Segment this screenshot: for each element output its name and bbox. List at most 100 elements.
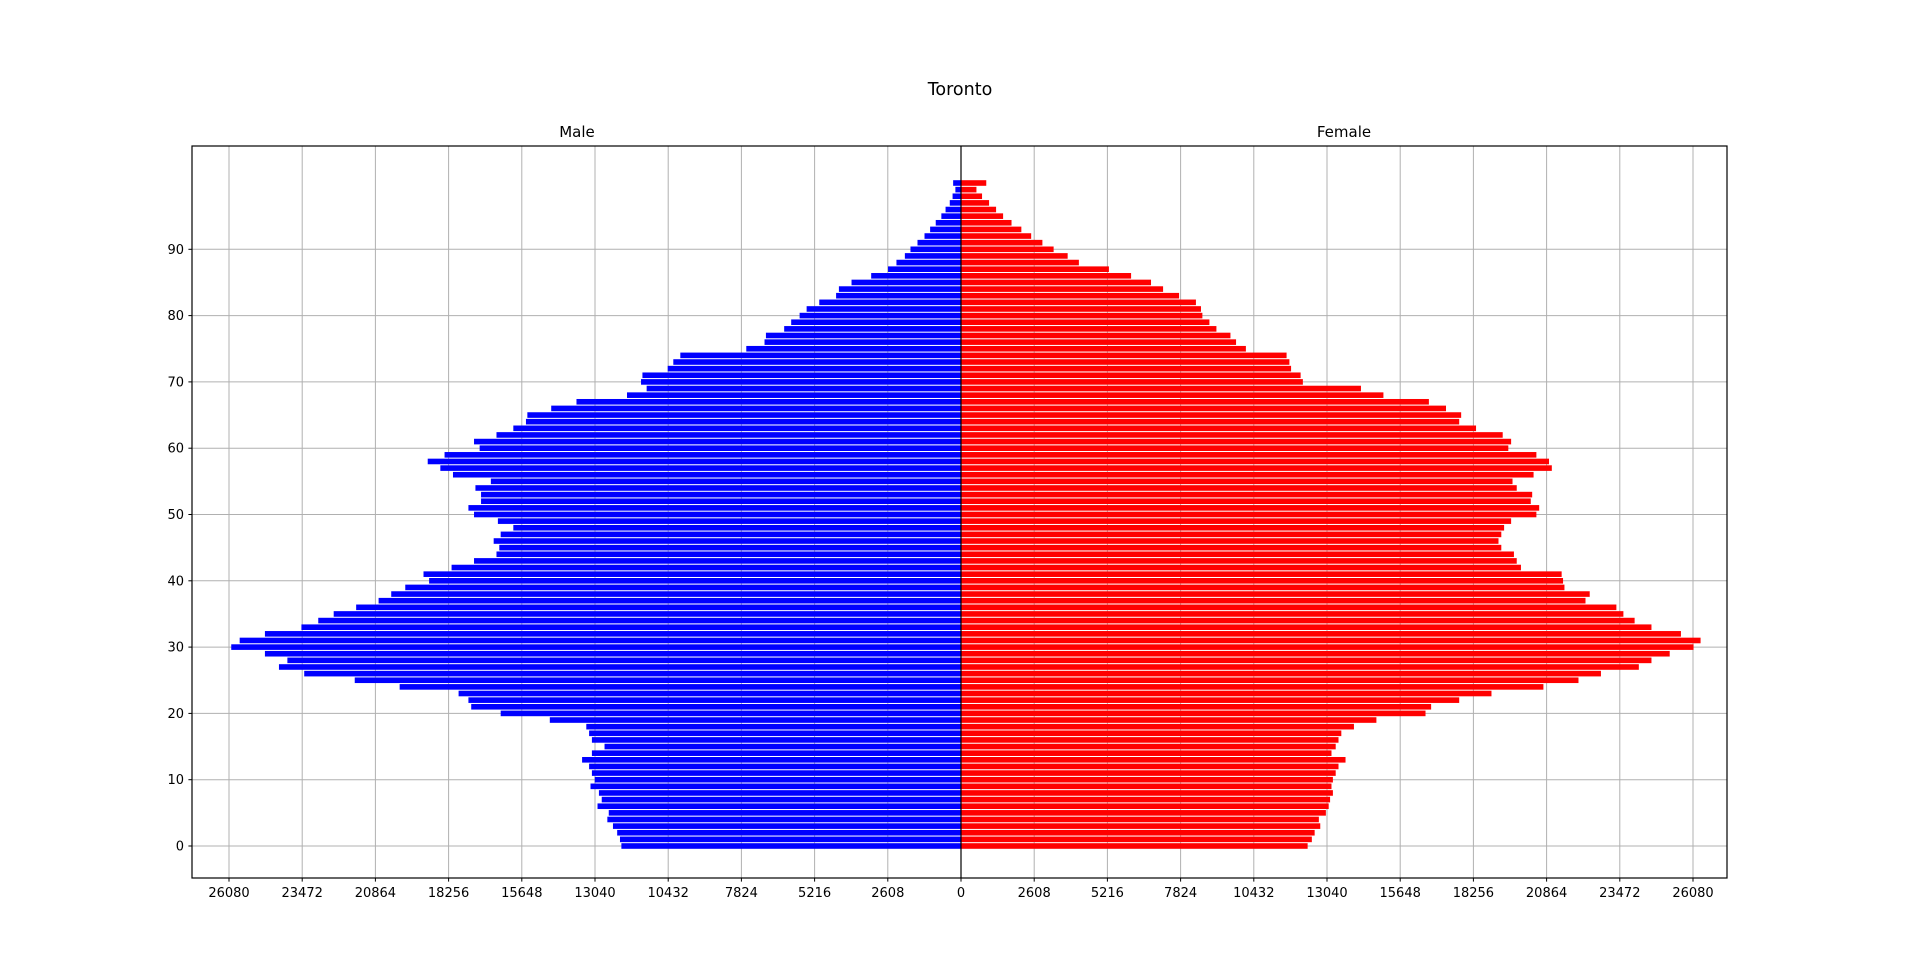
female-bar-age-39 — [961, 584, 1565, 591]
female-bar-age-18 — [961, 723, 1354, 730]
male-bar-age-74 — [680, 352, 961, 359]
male-bar-age-44 — [496, 551, 961, 558]
female-bar-age-58 — [961, 458, 1550, 465]
male-bar-age-23 — [458, 690, 961, 697]
female-bar-age-8 — [961, 790, 1333, 796]
male-bar-age-91 — [917, 239, 961, 246]
male-bar-age-76 — [764, 339, 961, 345]
female-bar-age-20 — [961, 710, 1426, 717]
female-bar-age-59 — [961, 452, 1537, 458]
female-bar-age-19 — [961, 717, 1377, 723]
x-tick-label: 10432 — [1233, 886, 1274, 901]
female-bar-age-13 — [961, 757, 1346, 763]
male-bar-age-32 — [264, 631, 961, 637]
male-bar-age-69 — [646, 385, 961, 392]
female-bar-age-79 — [961, 319, 1210, 326]
male-bar-age-15 — [604, 743, 961, 750]
male-bar-age-93 — [930, 226, 961, 233]
female-bar-age-95 — [961, 213, 1004, 219]
male-bar-age-56 — [452, 471, 961, 478]
female-bar-age-25 — [961, 677, 1579, 684]
male-bar-age-83 — [836, 292, 961, 299]
male-bar-age-37 — [378, 597, 961, 604]
female-bar-age-53 — [961, 491, 1533, 498]
male-bar-age-17 — [589, 730, 961, 737]
male-bar-age-82 — [819, 299, 961, 306]
male-bar-age-26 — [304, 670, 962, 677]
female-bar-age-43 — [961, 558, 1517, 564]
male-bar-age-66 — [551, 405, 961, 412]
male-bar-age-22 — [468, 697, 961, 703]
male-bar-age-95 — [941, 213, 961, 219]
male-bar-age-29 — [264, 650, 961, 657]
y-tick-label: 60 — [167, 442, 184, 457]
female-bar-age-64 — [961, 418, 1460, 425]
y-tick-label: 0 — [176, 840, 184, 855]
female-bar-age-73 — [961, 359, 1290, 365]
female-bar-age-74 — [961, 352, 1287, 359]
female-bar-age-38 — [961, 591, 1590, 597]
female-bar-age-90 — [961, 246, 1054, 253]
female-bar-age-12 — [961, 763, 1339, 770]
female-bar-age-46 — [961, 538, 1499, 544]
female-bar-age-9 — [961, 783, 1332, 790]
female-bar-age-48 — [961, 524, 1505, 531]
axes-border — [191, 145, 1728, 879]
male-bar-age-36 — [356, 604, 961, 611]
x-tick-label: 20864 — [1526, 886, 1567, 901]
female-bar-age-5 — [961, 810, 1326, 816]
x-tick-label: 26080 — [1672, 886, 1713, 901]
male-bar-age-51 — [468, 505, 961, 511]
female-bar-age-0 — [961, 843, 1308, 849]
male-bar-age-54 — [475, 485, 961, 491]
x-tick-label: 23472 — [1599, 886, 1640, 901]
male-bar-age-11 — [591, 770, 961, 776]
male-bar-age-63 — [513, 425, 961, 432]
female-bar-age-69 — [961, 385, 1361, 392]
female-bar-age-45 — [961, 544, 1502, 551]
female-bar-age-44 — [961, 551, 1514, 558]
y-tick-label: 70 — [167, 375, 184, 390]
x-tick-label: 26080 — [208, 886, 249, 901]
y-tick-label: 30 — [167, 641, 184, 656]
female-bar-age-96 — [961, 206, 997, 213]
female-bar-age-70 — [961, 379, 1303, 385]
male-bar-age-71 — [642, 372, 961, 379]
female-bar-age-27 — [961, 664, 1639, 670]
male-bar-age-73 — [673, 359, 961, 365]
male-bar-age-33 — [301, 624, 961, 631]
male-bar-age-55 — [490, 478, 961, 485]
female-bar-age-57 — [961, 465, 1552, 471]
male-bar-age-77 — [765, 332, 961, 339]
female-bar-age-7 — [961, 796, 1331, 803]
male-bar-age-70 — [641, 379, 961, 385]
x-tick-label: 2608 — [1018, 886, 1051, 901]
female-bar-age-81 — [961, 306, 1201, 312]
female-bar-age-36 — [961, 604, 1617, 611]
male-bar-age-41 — [423, 571, 961, 577]
x-tick-label: 15648 — [501, 886, 542, 901]
x-tick-label: 18256 — [428, 886, 469, 901]
female-bar-age-85 — [961, 279, 1152, 286]
female-bar-age-84 — [961, 286, 1164, 292]
female-bar-age-11 — [961, 770, 1336, 776]
male-bar-age-86 — [871, 273, 961, 279]
female-bar-age-16 — [961, 737, 1339, 743]
male-bar-age-27 — [278, 664, 962, 670]
male-bar-age-48 — [513, 524, 961, 531]
female-bar-age-35 — [961, 611, 1624, 617]
male-bar-age-40 — [429, 578, 961, 584]
male-bar-age-34 — [318, 617, 961, 624]
female-bar-age-15 — [961, 743, 1336, 750]
male-bar-age-78 — [784, 326, 961, 332]
female-bar-age-47 — [961, 531, 1502, 538]
male-bar-age-49 — [497, 518, 961, 524]
female-bar-age-72 — [961, 365, 1292, 372]
female-bar-age-88 — [961, 259, 1079, 266]
female-bar-age-10 — [961, 776, 1333, 783]
male-bar-age-60 — [479, 445, 961, 451]
male-bar-age-50 — [474, 511, 961, 518]
male-bar-age-52 — [481, 498, 961, 505]
male-bar-age-92 — [924, 233, 961, 239]
female-bars — [961, 180, 1701, 849]
